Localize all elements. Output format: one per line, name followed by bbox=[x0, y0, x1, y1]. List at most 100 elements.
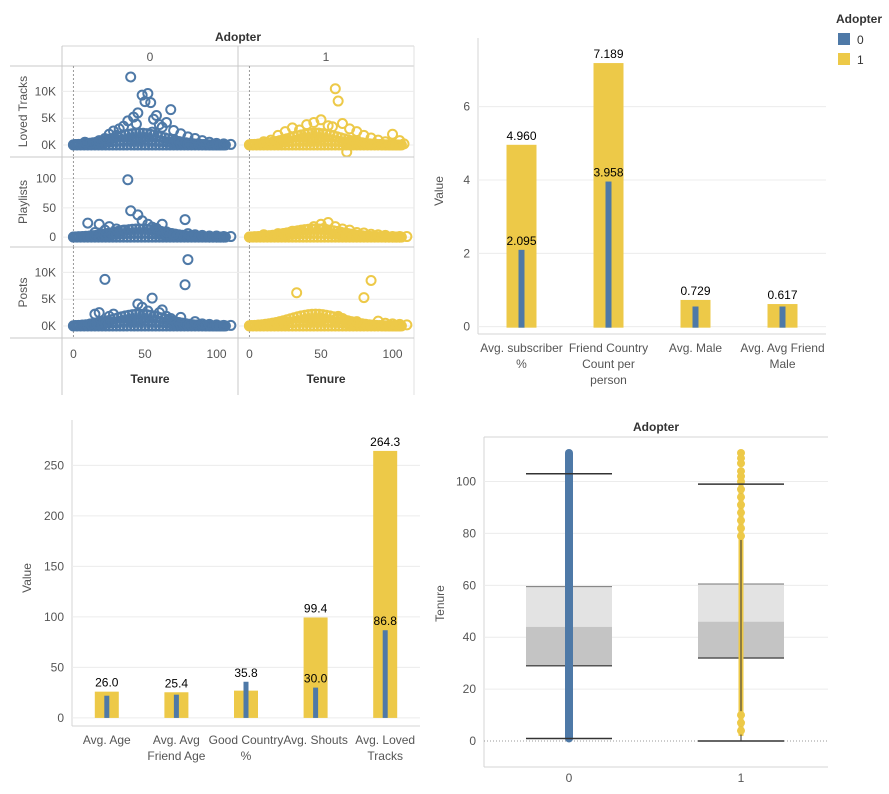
scatter-point bbox=[122, 174, 134, 186]
bar-chart-bottom-category-label: Avg. Age bbox=[83, 733, 131, 747]
legend-label-0: 0 bbox=[857, 33, 864, 47]
scatter-y-tick-label: 50 bbox=[43, 201, 57, 215]
scatter-point bbox=[326, 121, 338, 133]
legend-swatch-0 bbox=[838, 33, 850, 45]
bar-chart-top-data-label: 0.729 bbox=[680, 284, 710, 298]
scatter-point bbox=[182, 254, 194, 266]
box-plot-y-tick-label: 0 bbox=[469, 734, 476, 748]
scatter-x-axis-label: Tenure bbox=[306, 372, 345, 386]
scatter-point bbox=[99, 273, 111, 285]
scatter-y-tick-label: 100 bbox=[36, 172, 56, 186]
scatter-point bbox=[329, 221, 341, 233]
scatter-point bbox=[93, 218, 105, 230]
scatter-point bbox=[211, 137, 223, 149]
scatter-point bbox=[196, 229, 208, 241]
scatter-x-tick-label: 50 bbox=[314, 347, 328, 361]
scatter-point bbox=[301, 119, 313, 131]
box-plot-chart: Adopter 0 20 40 60 80 100 Tenure 0 1 bbox=[433, 420, 828, 785]
scatter-point bbox=[110, 317, 122, 329]
bar-chart-top: 0 2 4 6 Value Avg. subscriber% Friend Country C… bbox=[432, 38, 826, 387]
bar-chart-top-category-label: Avg. Avg Friend bbox=[740, 341, 824, 355]
scatter-point bbox=[142, 88, 154, 100]
scatter-row-label: Posts bbox=[16, 277, 30, 307]
box-plot-y-tick-label: 100 bbox=[456, 475, 476, 489]
scatter-point bbox=[344, 316, 356, 328]
scatter-y-tick-label: 0K bbox=[41, 138, 56, 152]
scatter-x-tick-label: 50 bbox=[138, 347, 152, 361]
scatter-point bbox=[358, 227, 370, 239]
scatter-column-label-0: 0 bbox=[147, 50, 154, 64]
bar-chart-bottom-y-tick-label: 50 bbox=[51, 660, 65, 674]
scatter-point bbox=[118, 224, 130, 236]
scatter-point bbox=[93, 135, 105, 147]
scatter-point bbox=[315, 114, 327, 126]
bar-chart-bottom-data-label: 30.0 bbox=[304, 672, 328, 686]
scatter-point bbox=[175, 311, 187, 323]
scatter-point bbox=[179, 214, 191, 226]
scatter-point bbox=[294, 227, 306, 239]
scatter-point bbox=[203, 318, 215, 330]
scatter-point bbox=[189, 229, 201, 241]
box-outlier-point bbox=[737, 711, 745, 720]
scatter-point bbox=[398, 138, 410, 150]
scatter-point bbox=[372, 229, 384, 241]
legend-swatch-1 bbox=[838, 53, 850, 65]
legend: Adopter 0 1 bbox=[836, 12, 882, 67]
box-outlier-point bbox=[737, 718, 745, 727]
bar-chart-top-y-tick-label: 2 bbox=[463, 246, 470, 260]
bar-chart-top-category-label: person bbox=[590, 373, 627, 387]
scatter-point bbox=[358, 292, 370, 304]
bar-chart-top-category-label: Friend Country bbox=[569, 341, 648, 355]
scatter-x-tick-label: 0 bbox=[70, 347, 77, 361]
scatter-y-tick-label: 10K bbox=[35, 84, 56, 98]
scatter-x-axis-label: Tenure bbox=[130, 372, 169, 386]
scatter-point bbox=[196, 135, 208, 147]
scatter-point bbox=[306, 127, 318, 139]
scatter-point bbox=[344, 224, 356, 236]
scatter-point bbox=[286, 122, 298, 134]
scatter-point bbox=[336, 223, 348, 235]
scatter-y-tick-label: 0 bbox=[49, 230, 56, 244]
scatter-point bbox=[301, 315, 313, 327]
bar-chart-bottom-bar-series0 bbox=[173, 694, 179, 718]
scatter-point bbox=[272, 228, 284, 240]
scatter-row-label: Playlists bbox=[16, 180, 30, 224]
scatter-point bbox=[372, 315, 384, 327]
scatter-row-label: Loved Tracks bbox=[16, 76, 30, 147]
scatter-trellis-chart: Adopter 0 1 Loved Tracks 10K 5K 0K Playlists 100… bbox=[10, 30, 415, 395]
bar-chart-top-category-label: Male bbox=[769, 357, 795, 371]
bar-chart-bottom-y-tick-label: 100 bbox=[44, 610, 64, 624]
scatter-point bbox=[79, 136, 91, 148]
scatter-point bbox=[182, 228, 194, 240]
scatter-point bbox=[387, 318, 399, 330]
scatter-point bbox=[203, 136, 215, 148]
scatter-point bbox=[265, 134, 277, 146]
bar-chart-top-y-axis-label: Value bbox=[432, 176, 446, 206]
bar-chart-bottom-y-tick-label: 150 bbox=[44, 559, 64, 573]
bar-chart-bottom-category-label: Friend Age bbox=[147, 749, 205, 763]
scatter-point bbox=[165, 104, 177, 116]
box-outlier-point bbox=[737, 508, 745, 517]
box-outlier-point bbox=[737, 532, 745, 541]
box-plot-category-label: 1 bbox=[738, 771, 745, 785]
scatter-point bbox=[218, 231, 230, 243]
box-plot-y-tick-label: 80 bbox=[463, 526, 477, 540]
bar-chart-top-category-label: Count per bbox=[582, 357, 635, 371]
bar-chart-bottom-y-tick-label: 200 bbox=[44, 509, 64, 523]
scatter-point bbox=[332, 95, 344, 107]
scatter-point bbox=[387, 128, 399, 140]
bar-chart-top-y-tick-label: 6 bbox=[463, 100, 470, 114]
scatter-point bbox=[329, 83, 341, 95]
bar-chart-bottom-data-label: 35.8 bbox=[234, 666, 258, 680]
scatter-point bbox=[132, 107, 144, 119]
box-outlier-point bbox=[737, 524, 745, 533]
bar-chart-top-category-label: Avg. Male bbox=[669, 341, 722, 355]
scatter-point bbox=[279, 318, 291, 330]
scatter-point bbox=[118, 315, 130, 327]
scatter-point bbox=[365, 228, 377, 240]
scatter-point bbox=[196, 318, 208, 330]
scatter-title: Adopter bbox=[215, 30, 261, 44]
bar-chart-bottom-bar-series0 bbox=[382, 630, 388, 718]
scatter-point bbox=[401, 319, 413, 331]
